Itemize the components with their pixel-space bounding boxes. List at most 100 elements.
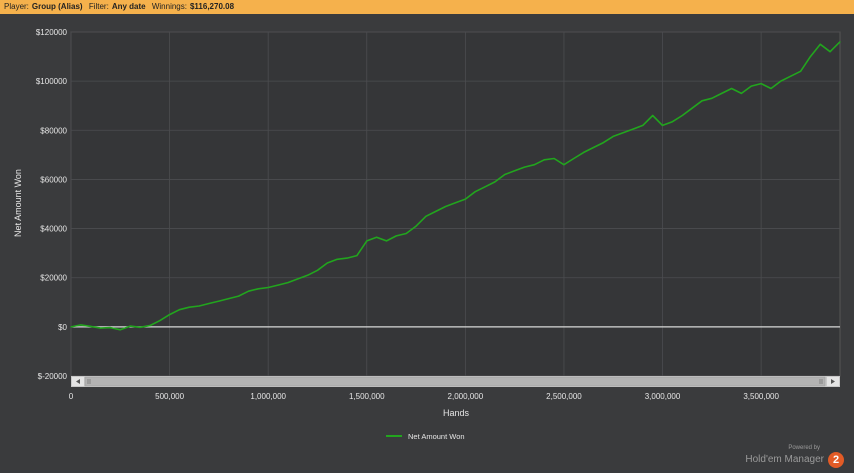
data-point [839,41,841,43]
y-axis-label: Net Amount Won [13,169,23,237]
scroll-left-arrow-icon [76,379,80,384]
data-point [218,300,220,302]
y-tick-label: $80000 [40,126,67,135]
legend: Net Amount Won [386,432,465,441]
data-point [790,75,792,77]
data-point [652,114,654,117]
data-point [257,288,259,290]
data-point [494,181,496,183]
data-point [454,202,457,204]
x-tick-labels: 0 500,000 1,000,000 1,500,000 2,000,000 2,500… [69,392,780,401]
data-point [188,306,190,308]
x-tick-label: 3,000,000 [645,392,681,401]
y-tick-label: $100000 [36,77,68,86]
data-point [287,282,289,284]
data-point [228,298,230,300]
data-point [109,327,111,329]
data-point [90,325,92,327]
data-point [307,274,309,276]
data-point [800,70,802,72]
data-point [425,215,427,217]
data-point [139,326,141,328]
hm2-logo-icon: 2 [828,451,844,468]
data-point [435,210,437,212]
data-point [277,284,279,286]
data-point [592,146,595,149]
x-tick-label: 0 [69,392,74,401]
x-tick-label: 2,000,000 [448,392,484,401]
x-tick-label: 500,000 [155,392,184,401]
data-point [583,151,585,153]
data-point [178,309,180,311]
data-point [523,166,526,168]
x-axis-label: Hands [443,408,470,418]
product-name: Hold'em Manager [745,454,824,466]
y-tick-labels: $-20000 $0 $20000 $40000 $60000 $80000 $100000… [36,28,68,381]
filter-label: Filter: [88,2,109,11]
data-point [267,286,269,289]
data-point [642,124,644,126]
x-tick-label: 1,000,000 [250,392,286,401]
data-point [819,43,821,45]
data-point [701,100,703,102]
y-tick-label: $40000 [40,225,67,234]
filter-value[interactable]: Any date [111,2,146,11]
series-points [70,41,841,331]
data-point [238,295,240,297]
data-point [829,51,831,53]
y-tick-label: $60000 [40,175,67,184]
data-point [681,114,683,117]
data-point [760,83,762,85]
data-point [376,236,378,238]
x-tick-label: 2,500,000 [546,392,582,401]
data-point [770,87,772,90]
data-point [711,97,713,99]
scroll-thumb-grip-right-icon [819,379,823,384]
data-point [780,80,782,82]
data-point [149,325,151,327]
data-point [208,302,210,305]
data-point [405,232,407,235]
data-point [721,92,723,94]
player-label: Player: [4,2,29,11]
scroll-right-arrow-icon [831,379,835,384]
data-point [80,324,82,326]
legend-label: Net Amount Won [408,432,465,441]
horizontal-scrollbar[interactable] [71,376,840,387]
data-point [326,262,328,264]
data-point [612,135,614,137]
data-point [70,326,72,328]
data-point [356,255,358,257]
data-point [169,314,171,316]
data-point [563,164,565,166]
data-point [474,191,476,193]
player-value[interactable]: Group (Alias) [31,2,83,11]
x-tick-label: 1,500,000 [349,392,385,401]
data-point [484,186,486,188]
winnings-value: $116,270.08 [189,2,235,11]
data-point [691,107,693,109]
plot-area [70,31,841,377]
data-point [464,198,466,200]
data-point [553,157,555,160]
data-point [159,320,161,322]
data-point [602,142,605,144]
data-point [573,157,575,160]
data-point [119,329,121,331]
data-point [740,92,743,94]
x-tick-label: 3,500,000 [743,392,779,401]
powered-by-text: Powered by [788,445,820,451]
y-tick-label: $20000 [40,274,67,283]
y-tick-label: $0 [58,323,67,332]
data-point [129,325,131,327]
filter-bar: Player: Group (Alias) Filter: Any date Win… [0,0,854,14]
data-point [198,305,200,307]
data-point [100,327,102,329]
scroll-thumb[interactable] [84,376,826,387]
data-point [297,278,299,280]
data-point [671,121,674,123]
data-point [750,85,752,87]
data-point [316,269,319,271]
data-point [395,235,397,237]
